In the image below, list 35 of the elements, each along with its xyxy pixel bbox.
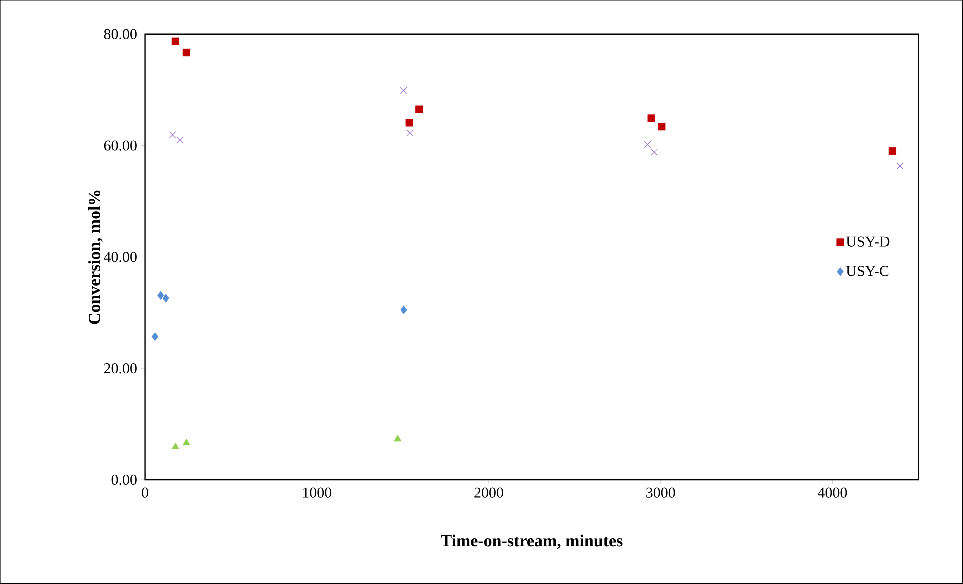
point <box>644 141 652 148</box>
point <box>152 332 159 342</box>
point <box>176 136 184 144</box>
point <box>651 148 658 156</box>
point <box>896 162 904 170</box>
point <box>158 291 164 300</box>
y-axis-title: Conversion, mol% <box>88 190 103 324</box>
point <box>406 118 414 127</box>
x-axis-title: Time-on-stream, minutes <box>441 534 623 550</box>
point <box>182 438 191 446</box>
point <box>888 147 896 155</box>
y-tick-label: 0.00 <box>112 474 137 485</box>
point <box>648 114 656 122</box>
x-tick-label: 2000 <box>474 488 504 498</box>
y-tick-label: 40.00 <box>104 252 137 262</box>
legend-label: USY-C <box>846 266 889 276</box>
y-tick-label: 60.00 <box>104 140 137 151</box>
point <box>394 434 402 442</box>
point <box>406 129 414 136</box>
x-tick-label: 0 <box>142 488 148 498</box>
legend-label: USY-D <box>846 236 890 247</box>
point <box>162 294 170 303</box>
point <box>172 442 180 450</box>
point <box>400 306 408 314</box>
point <box>400 87 408 94</box>
point <box>182 48 190 56</box>
point <box>169 132 176 139</box>
point <box>172 38 180 46</box>
point <box>416 106 424 114</box>
y-tick-label: 80.00 <box>104 29 137 40</box>
point <box>658 122 666 130</box>
x-tick-label: 1000 <box>303 488 332 498</box>
x-tick-label: 4000 <box>818 488 848 498</box>
x-tick-label: 3000 <box>646 488 676 498</box>
y-tick-label: 20.00 <box>104 363 137 374</box>
